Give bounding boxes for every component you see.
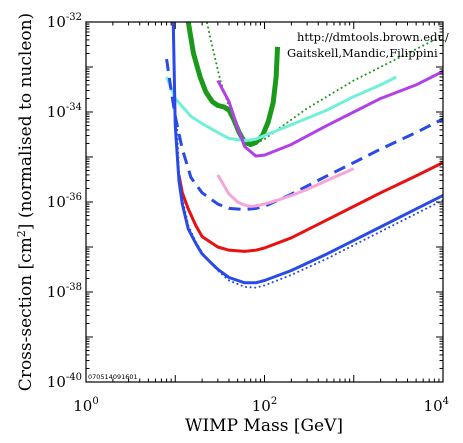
tick-marks <box>85 21 444 383</box>
y-axis-title: Cross-section [cm2] (normalised to nucle… <box>15 13 36 391</box>
x-tick-label-base: 10 <box>424 397 443 415</box>
y-tick-label-base: 10 <box>47 193 66 211</box>
y-tick-label-base: 10 <box>47 103 66 121</box>
series-line-7 <box>177 161 443 253</box>
plot-id-stamp: 070514091601 <box>88 373 138 381</box>
x-tick-label-base: 10 <box>73 397 92 415</box>
y-tick-label: 10-36 <box>47 192 82 211</box>
series-line-9 <box>176 128 443 289</box>
series-line-6 <box>216 167 355 208</box>
y-axis-title-pre: Cross-section [cm <box>16 237 36 391</box>
y-tick-label-base: 10 <box>47 13 66 31</box>
y-tick-label: 10-34 <box>47 102 82 121</box>
x-tick-label-exponent: 2 <box>271 396 277 407</box>
source-url-annotation: http://dmtools.brown.edu/ <box>297 30 449 44</box>
plot-frame <box>85 21 444 383</box>
series-line-8 <box>171 22 443 285</box>
series-line-5 <box>165 58 443 212</box>
series-line-3 <box>165 75 398 143</box>
x-tick-label: 102 <box>252 396 277 415</box>
x-tick-label: 104 <box>424 396 449 415</box>
y-tick-label-base: 10 <box>47 283 66 301</box>
x-tick-label: 100 <box>73 396 98 415</box>
y-tick-label-exponent: -34 <box>66 102 82 113</box>
y-axis-title-post: ] (normalised to nucleon) <box>16 13 36 230</box>
series-line-2 <box>185 22 281 147</box>
y-tick-label: 10-32 <box>47 12 82 31</box>
y-axis-title-sup: 2 <box>15 230 28 237</box>
y-tick-label-exponent: -32 <box>66 12 82 23</box>
y-tick-label: 10-40 <box>47 372 82 391</box>
y-tick-label-exponent: -36 <box>66 192 82 203</box>
x-axis-title: WIMP Mass [GeV] <box>185 416 343 436</box>
series-line-4 <box>216 70 443 158</box>
y-tick-label-exponent: -38 <box>66 282 82 293</box>
series-layer <box>165 22 443 289</box>
y-tick-label-base: 10 <box>47 373 66 391</box>
x-tick-label-exponent: 4 <box>443 396 449 407</box>
x-tick-label-exponent: 0 <box>92 396 98 407</box>
y-tick-label-exponent: -40 <box>66 372 82 383</box>
source-authors-annotation: Gaitskell,Mandic,Filippini <box>287 46 438 60</box>
y-tick-label: 10-38 <box>47 282 82 301</box>
x-tick-label-base: 10 <box>252 397 271 415</box>
